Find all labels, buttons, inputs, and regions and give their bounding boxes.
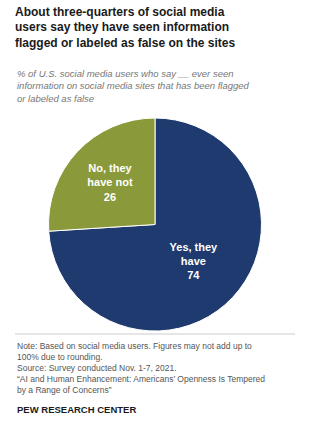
svg-text:PEW RESEARCH CENTER: PEW RESEARCH CENTER bbox=[17, 404, 136, 415]
svg-text:No, theyhave not26: No, theyhave not26 bbox=[87, 162, 133, 203]
svg-text:Note: Based on social media us: Note: Based on social media users. Figur… bbox=[17, 341, 265, 395]
svg-text:Yes, theyhave74: Yes, theyhave74 bbox=[170, 241, 219, 282]
svg-text:About three-quarters of social: About three-quarters of social mediauser… bbox=[15, 5, 235, 50]
svg-text:% of U.S. social media users w: % of U.S. social media users who say __ … bbox=[17, 68, 250, 104]
